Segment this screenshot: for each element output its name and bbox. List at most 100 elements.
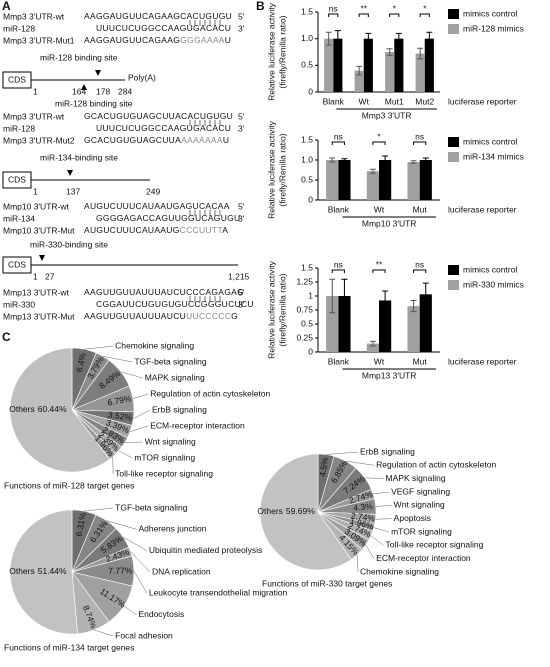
mutated-bases: GGGAAAA [180, 35, 225, 45]
x-tick-label: Blank [323, 96, 345, 106]
slice-label: ErbB signaling [360, 446, 415, 456]
bar [326, 160, 339, 200]
y-tick-label: 0.5 [301, 60, 313, 70]
strand-end: 3' [238, 23, 245, 33]
slice-label: Wnt signaling [145, 436, 196, 446]
significance: * [423, 3, 427, 13]
sequence: AAGGAUGUUCAGAAGCACUGUGU [84, 11, 232, 21]
site-marker [39, 255, 45, 261]
y-axis-label: (firefly/Renilla ratio) [277, 133, 287, 206]
leader-line [370, 535, 384, 546]
sequence: AUGUCUUUCAUAAUGAGUCACAA [84, 201, 230, 211]
significance-bracket [413, 269, 427, 273]
leader-line [84, 345, 114, 350]
bar [385, 52, 395, 92]
position: 1 [33, 271, 38, 281]
sequence-name: miR-134 [3, 213, 35, 223]
significance: * [393, 3, 397, 13]
panel-label: C [2, 330, 11, 344]
bar [407, 306, 420, 352]
position: 1 [33, 86, 38, 96]
x-tick-label: Wt [359, 96, 370, 106]
site-marker [67, 170, 73, 176]
sequence: GCACUGUGUAGCUUAAAAAAAAU [84, 135, 229, 145]
y-tick-label: 0.25 [296, 332, 313, 342]
bar [379, 300, 392, 352]
significance-bracket [372, 269, 386, 273]
legend-label: miR-128 mimics [463, 23, 524, 33]
significance-bracket [328, 13, 339, 17]
sequence-part: U [223, 135, 229, 145]
site-marker [81, 84, 87, 90]
slice-name: Others [257, 506, 283, 516]
slice-value: 60.44% [38, 404, 67, 414]
x-tick-label: Mut [413, 204, 428, 214]
sequence-part: U [225, 35, 231, 45]
leader-line [345, 460, 375, 466]
y-tick-label: 0.75 [296, 304, 313, 314]
sequence-name: miR-128 [3, 123, 35, 133]
slice-label: Endocytosis [138, 609, 184, 619]
sequence: UUUCUCUGGCCAAGUGACACU [96, 23, 231, 33]
pie-slice [259, 453, 352, 571]
binding-site-label: miR-330-binding site [30, 239, 108, 249]
sequence-part: AAGGAUGUUCAGAAGCACUGUGU [84, 11, 232, 21]
group-label: Mmp3 3'UTR [362, 110, 412, 120]
slice-value: 3.52% [107, 409, 133, 422]
significance-bracket [331, 269, 345, 273]
strand-end: 3' [238, 123, 245, 133]
legend-swatch [448, 152, 459, 162]
slice-label: Leukocyte transendothelial migration [149, 588, 288, 598]
slice-value: 59.69% [286, 506, 315, 516]
slice-value: 2.74% [350, 510, 376, 523]
slice-label: Others 60.44% [9, 404, 67, 414]
slice-label: Apoptosis [394, 513, 431, 523]
y-tick-label: 1.0 [301, 154, 313, 164]
error-bar [365, 32, 372, 45]
error-bar [329, 157, 336, 163]
sequence-name: Mmp10 3'UTR-wt [3, 201, 69, 211]
leader-line [94, 629, 114, 637]
sequence-name: Mmp3 3'UTR-Mut2 [3, 135, 75, 145]
slice-label: ErbB signaling [152, 404, 207, 414]
slice-value: 51.44% [38, 566, 67, 576]
slice-label: Adherens junction [138, 524, 206, 534]
slice-label: ECM-receptor interaction [150, 420, 245, 430]
sequence-part: AAGGAUGUUCAGAAG [84, 35, 180, 45]
slice-value: 4.3% [353, 501, 374, 513]
slice-value: 6.4% [74, 352, 88, 373]
y-axis-label: (firefly/Renilla ratio) [277, 15, 287, 88]
significance-bracket [372, 141, 386, 145]
bar [354, 70, 364, 92]
y-tick-label: 1.5 [301, 6, 313, 16]
error-bar [369, 168, 376, 174]
slice-label: mTOR signaling [391, 526, 452, 536]
bar [424, 38, 434, 92]
position: 178 [96, 86, 110, 96]
sequence-part: AUGUCUUUCAUAAUGAGUCACAA [84, 201, 230, 211]
sequence-part: CGGAUUCUGUGUGUCCGGGUCUCU [96, 299, 254, 309]
sequence-part: A [222, 225, 228, 235]
slice-label: Regulation of actin cytoskeleton [376, 460, 496, 470]
error-bar [382, 290, 389, 311]
site-marker [95, 70, 101, 76]
significance: ns [329, 3, 338, 13]
bar [415, 53, 425, 92]
position: 137 [66, 186, 80, 196]
leader-line [365, 544, 375, 559]
slice-label: Others 51.44% [9, 566, 67, 576]
slice-label: DNA replication [152, 566, 211, 576]
error-bar [341, 158, 348, 162]
group-label: Mmp13 3'UTR [362, 370, 417, 380]
leader-line [373, 527, 390, 533]
mutated-bases: AAAAAAA [181, 135, 223, 145]
sequence-part: GGGGAGACCAGUUGGUCAGUGU [96, 213, 241, 223]
leader-line [375, 518, 392, 520]
bar [366, 171, 379, 200]
sequence: GGGGAGACCAGUUGGUCAGUGU [96, 213, 241, 223]
strand-end: 5' [238, 11, 245, 21]
bar [379, 160, 392, 200]
error-bar [395, 32, 402, 45]
legend-swatch [448, 280, 459, 290]
bar [394, 38, 404, 92]
